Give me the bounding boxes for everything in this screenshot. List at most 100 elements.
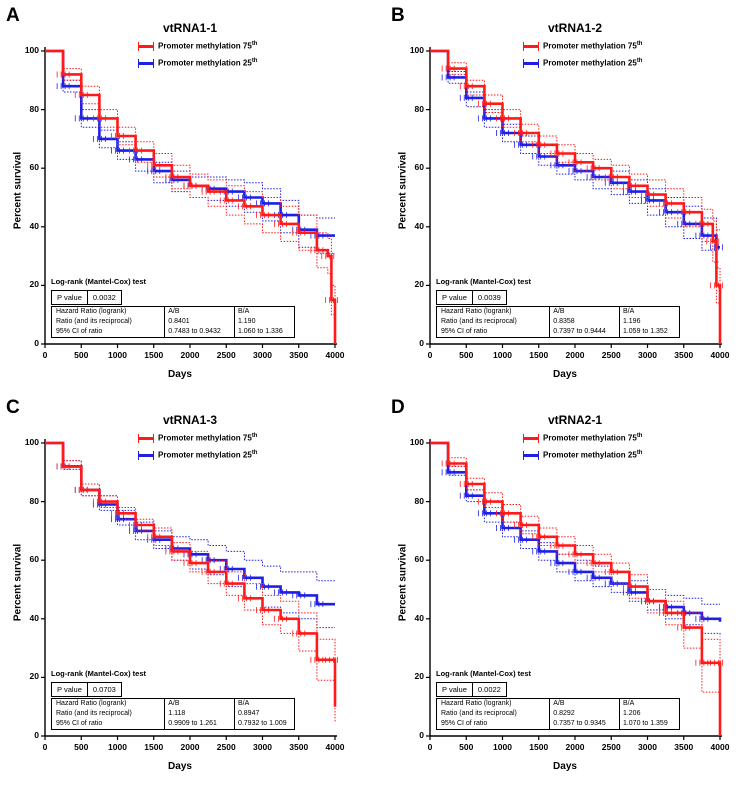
hazard-ratio-cell: Hazard Ratio (logrank): [441, 700, 512, 707]
y-tick-label: 20: [29, 671, 39, 682]
legend-text-low: Promoter methylation 25: [543, 58, 637, 68]
y-axis-label: Percent survival: [12, 151, 24, 230]
y-tick-label: 20: [414, 279, 424, 290]
p-value-box: P value 0.0032: [51, 290, 122, 305]
logrank-label: Log-rank (Mantel-Cox) test: [51, 669, 147, 678]
x-tick-label: 500: [459, 350, 474, 360]
legend-swatch-high: [138, 42, 154, 52]
hazard-ratio-table: Hazard Ratio (logrank) A/B B/A Ratio (and i…: [436, 306, 680, 338]
hazard-ratio-cell: 1.206: [618, 709, 679, 719]
y-tick-label: 100: [24, 45, 39, 55]
x-tick-label: 4000: [710, 350, 730, 360]
logrank-label: Log-rank (Mantel-Cox) test: [436, 669, 532, 678]
ci-lower-high: [430, 442, 721, 736]
hazard-ratio-cell: 0.9909 to 1.261: [164, 719, 234, 729]
hazard-ratio-cell: A/B: [549, 699, 619, 709]
chart-panel-d: 0 20 40 60 80 100 0 500 1000 1500 2000 2500 3000 3500…: [385, 392, 742, 784]
y-tick-label: 60: [414, 554, 424, 565]
hazard-ratio-cell: 1.060 to 1.336: [233, 327, 294, 337]
hazard-ratio-cell: 0.8401: [164, 317, 234, 327]
hazard-ratio-row: Hazard Ratio (logrank) A/B B/A: [52, 699, 294, 709]
hazard-ratio-row: 95% CI of ratio 0.9909 to 1.261 0.7932 to …: [52, 719, 294, 729]
legend-item-low: Promoter methylation 25th: [138, 450, 257, 461]
y-tick-label: 100: [409, 45, 424, 55]
x-axis-label: Days: [553, 761, 577, 772]
ci-upper-low: [45, 50, 335, 219]
legend-item-high: Promoter methylation 75th: [138, 41, 257, 52]
p-value-label: P value: [57, 293, 82, 302]
hazard-ratio-cell: 1.070 to 1.359: [618, 719, 679, 729]
hazard-ratio-row: Hazard Ratio (logrank) A/B B/A: [52, 307, 294, 317]
hazard-ratio-table: Hazard Ratio (logrank) A/B B/A Ratio (and i…: [436, 698, 680, 730]
x-tick-label: 1000: [108, 350, 127, 360]
legend-text-low: Promoter methylation 25: [158, 58, 252, 68]
chart-panel-c: 0 20 40 60 80 100 0 500 1000 1500 2000 2500 3000 3500…: [0, 392, 371, 784]
x-tick-label: 1500: [529, 742, 549, 752]
x-tick-label: 0: [427, 350, 433, 360]
x-tick-label: 3500: [674, 350, 694, 360]
x-tick-label: 4000: [710, 742, 730, 752]
legend-item-low: Promoter methylation 25th: [523, 450, 642, 461]
legend-swatch-high: [138, 434, 154, 444]
panel-title: vtRNA2-1: [547, 413, 602, 427]
x-tick-label: 4000: [325, 350, 345, 360]
panel-label: A: [6, 5, 20, 26]
x-tick-label: 2500: [601, 350, 621, 360]
y-tick-label: 40: [414, 612, 424, 623]
legend-text-high: Promoter methylation 75: [543, 433, 637, 443]
x-axis-label: Days: [168, 761, 192, 772]
ci-lower-low: [45, 442, 335, 629]
x-tick-label: 3500: [289, 350, 309, 360]
legend-swatch-low: [138, 451, 154, 461]
survival-curve-low: [45, 49, 335, 237]
ci-upper-high: [430, 50, 721, 344]
legend-item-high: Promoter methylation 75th: [523, 433, 642, 444]
legend-sup-high: th: [251, 433, 258, 439]
y-tick-label: 100: [24, 437, 39, 447]
x-tick-label: 1000: [493, 350, 512, 360]
legend-text-low: Promoter methylation 25: [543, 450, 637, 460]
ci-lower-high: [430, 50, 721, 344]
x-tick-label: 500: [74, 742, 89, 752]
hazard-ratio-cell: Ratio (and its reciprocal): [56, 710, 132, 717]
hazard-ratio-row: Ratio (and its reciprocal) 0.8292 1.206: [437, 709, 679, 719]
hazard-ratio-cell: 1.059 to 1.352: [618, 327, 679, 337]
x-tick-label: 0: [427, 742, 433, 752]
hazard-ratio-cell: 0.8947: [233, 709, 294, 719]
y-axis-label: Percent survival: [397, 543, 409, 622]
hazard-ratio-cell: Ratio (and its reciprocal): [441, 710, 517, 717]
x-tick-label: 0: [42, 350, 48, 360]
legend-text-low: Promoter methylation 25: [158, 450, 252, 460]
hazard-ratio-row: Hazard Ratio (logrank) A/B B/A: [437, 699, 679, 709]
hazard-ratio-cell: 1.196: [618, 317, 679, 327]
y-tick-label: 60: [29, 554, 39, 565]
x-tick-label: 1000: [493, 742, 512, 752]
p-value: 0.0022: [471, 683, 506, 696]
y-tick-label: 40: [414, 220, 424, 231]
y-tick-label: 0: [34, 338, 39, 348]
hazard-ratio-row: Ratio (and its reciprocal) 1.118 0.8947: [52, 709, 294, 719]
y-tick-label: 80: [414, 495, 424, 506]
panel-label: B: [391, 5, 405, 26]
survival-plot: [41, 47, 338, 348]
hazard-ratio-cell: Hazard Ratio (logrank): [56, 700, 127, 707]
legend-item-high: Promoter methylation 75th: [138, 433, 258, 444]
hazard-ratio-row: 95% CI of ratio 0.7397 to 0.9444 1.059 to …: [437, 327, 679, 337]
hazard-ratio-row: Ratio (and its reciprocal) 0.8358 1.196: [437, 317, 679, 327]
legend-text-high: Promoter methylation 75: [543, 41, 637, 51]
y-tick-label: 80: [29, 495, 39, 506]
x-tick-label: 1000: [108, 742, 127, 752]
y-tick-label: 20: [29, 279, 39, 290]
x-tick-label: 2500: [216, 350, 236, 360]
y-tick-label: 0: [419, 730, 424, 740]
hazard-ratio-table: Hazard Ratio (logrank) A/B B/A Ratio (and i…: [51, 698, 295, 730]
legend-swatch-high: [523, 434, 539, 444]
x-tick-label: 2500: [601, 742, 621, 752]
x-tick-label: 4000: [325, 742, 345, 752]
survival-curve-low: [430, 441, 722, 622]
legend-text-high: Promoter methylation 75: [158, 41, 252, 51]
survival-plot: [426, 439, 723, 740]
p-value-label: P value: [442, 293, 467, 302]
panel-title: vtRNA1-1: [162, 21, 217, 35]
ci-lower-high: [45, 50, 336, 344]
